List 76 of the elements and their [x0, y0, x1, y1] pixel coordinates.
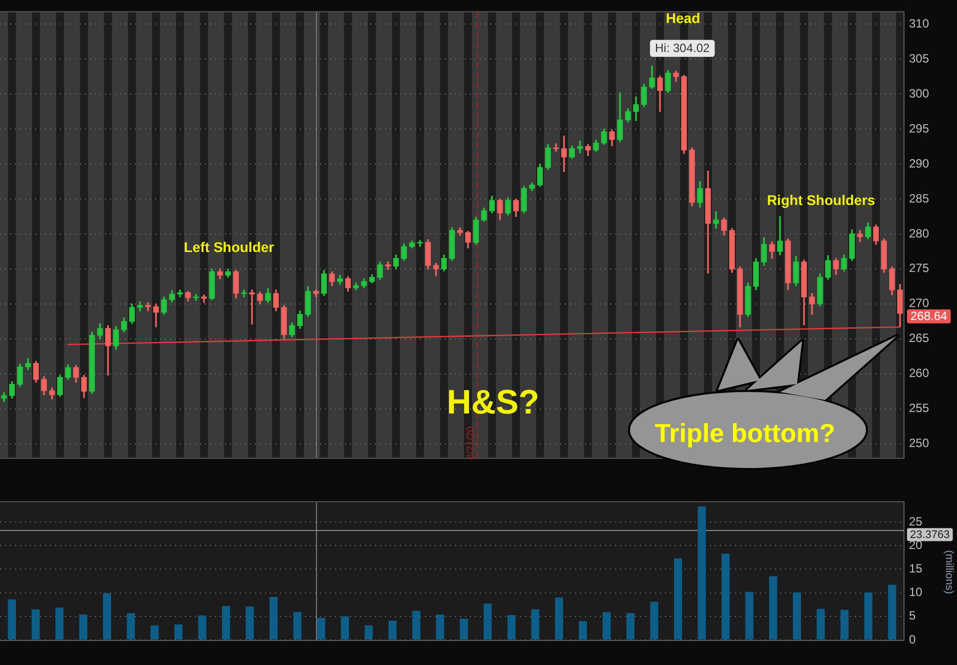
y-tick-label: 255 [909, 401, 930, 416]
y-tick-label: 15 [909, 562, 923, 576]
bar [792, 592, 801, 640]
bar [864, 592, 872, 640]
candlestick [201, 294, 207, 303]
annotation: H&S? [446, 383, 540, 422]
candlestick [153, 304, 159, 328]
bar [578, 621, 587, 640]
bar [769, 576, 778, 640]
bar [507, 614, 516, 640]
y-tick-label: 25 [909, 514, 923, 528]
y-tick-label: 295 [909, 121, 930, 136]
bar [32, 609, 40, 640]
bar [650, 602, 658, 640]
candlestick [417, 240, 423, 247]
y-tick-label: 5 [909, 608, 916, 623]
bar [674, 558, 682, 640]
y-tick-label: 300 [909, 86, 930, 100]
bar [174, 624, 182, 640]
bar [270, 597, 278, 640]
candlestick [713, 211, 719, 229]
annotation: 8/21/20 [465, 426, 476, 460]
y-tick-label: 305 [909, 51, 930, 66]
bar [555, 598, 564, 640]
y-tick-label: 260 [909, 366, 930, 380]
bar [745, 592, 754, 640]
bar [293, 612, 302, 640]
bar [460, 618, 468, 640]
y-tick-label: 10 [909, 585, 923, 600]
y-tick-label: 290 [909, 156, 930, 170]
ref-line-label: 23.3763 [910, 529, 950, 542]
bar [888, 584, 896, 640]
bar [840, 610, 849, 640]
bar [388, 620, 397, 640]
candlestick [249, 290, 255, 325]
bar [340, 616, 349, 640]
bar [79, 614, 88, 640]
bar [126, 613, 135, 640]
bar [816, 608, 825, 640]
text: 268.64 [910, 309, 948, 324]
bar [246, 606, 254, 640]
candlestick [145, 302, 151, 312]
bar [602, 612, 611, 640]
bar [484, 604, 492, 640]
y-axis-title: (millions) [942, 550, 955, 594]
y-tick-label: 250 [909, 436, 930, 450]
y-tick-label: 0 [909, 632, 916, 646]
annotation: Left Shoulder [184, 238, 275, 255]
bar [531, 609, 540, 640]
bar [626, 613, 634, 640]
y-tick-label: 285 [909, 191, 930, 206]
candlestick [577, 140, 583, 154]
bar [412, 610, 420, 640]
bar [364, 625, 373, 640]
y-tick-label: 275 [909, 261, 930, 276]
bar [55, 607, 64, 640]
y-tick-label: 310 [909, 16, 930, 30]
bar [436, 614, 444, 640]
annotation: Right Shoulders [766, 192, 876, 208]
candlestick [385, 262, 391, 270]
annotation: Triple bottom? [654, 418, 836, 448]
bar [698, 506, 706, 640]
bar [198, 615, 206, 640]
y-tick-label: 265 [909, 331, 930, 346]
bar [222, 606, 230, 640]
annotation: Hi: 304.02 [655, 41, 710, 56]
bar [722, 554, 730, 640]
bar [103, 593, 112, 640]
candlestick [553, 143, 559, 152]
y-tick-label: 280 [909, 226, 930, 240]
bar [317, 618, 326, 640]
annotation: Head [666, 10, 700, 26]
y-tick-label: 270 [909, 296, 930, 310]
bar [150, 625, 159, 640]
bar [8, 599, 16, 640]
candlestick [561, 136, 567, 172]
